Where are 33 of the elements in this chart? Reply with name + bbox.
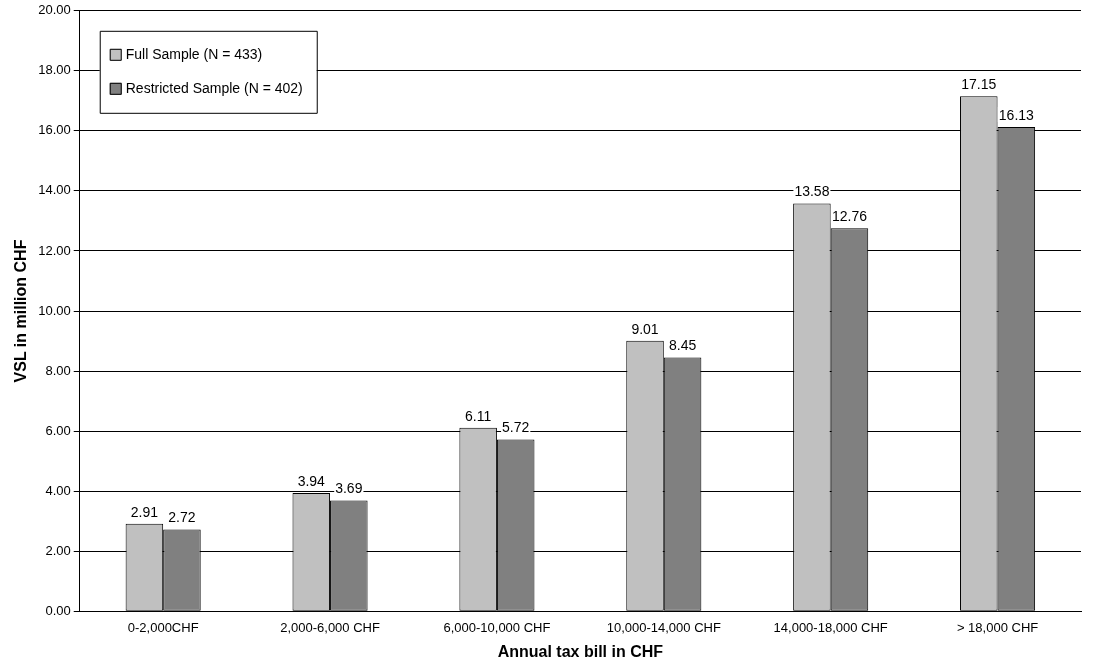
y-tick-label: 14.00 (38, 182, 71, 198)
y-tick-label: 18.00 (38, 62, 71, 78)
legend-label: Restricted Sample (N = 402) (125, 79, 303, 96)
y-tick-label: 6.00 (45, 422, 71, 438)
data-label: 12.76 (831, 208, 868, 224)
y-tick-label: 12.00 (38, 242, 71, 258)
x-tick-label: 14,000-18,000 CHF (773, 619, 888, 635)
y-axis-title: VSL in million CHF (12, 239, 30, 383)
x-axis-title: Annual tax bill in CHF (497, 642, 664, 660)
y-tick-label: 8.00 (45, 362, 71, 378)
data-label: 5.72 (502, 419, 530, 436)
y-tick-label: 10.00 (38, 302, 71, 318)
data-label: 6.11 (465, 407, 492, 424)
y-tick-label: 16.00 (38, 122, 71, 138)
data-label: 9.01 (631, 320, 659, 337)
x-tick-label: 6,000-10,000 CHF (443, 619, 551, 635)
y-tick-label: 4.00 (45, 482, 71, 498)
data-label: 3.94 (297, 472, 326, 489)
x-tick-label: 10,000-14,000 CHF (606, 619, 721, 635)
y-tick-label: 0.00 (45, 602, 71, 618)
data-label: 8.45 (668, 337, 697, 354)
data-label: 2.72 (168, 509, 196, 526)
x-tick-label: 2,000-6,000 CHF (280, 619, 380, 635)
data-label: 2.91 (130, 503, 159, 520)
x-tick-label: > 18,000 CHF (956, 619, 1039, 635)
data-label: 3.69 (335, 480, 363, 497)
y-tick-label: 2.00 (45, 542, 71, 558)
data-label: 16.13 (998, 106, 1035, 123)
x-tick-label: 0-2,000CHF (127, 619, 199, 635)
data-label: 17.15 (961, 76, 997, 93)
data-label: 13.58 (794, 183, 830, 200)
legend-label: Full Sample (N = 433) (125, 45, 263, 62)
y-tick-label: 20.00 (38, 2, 71, 18)
